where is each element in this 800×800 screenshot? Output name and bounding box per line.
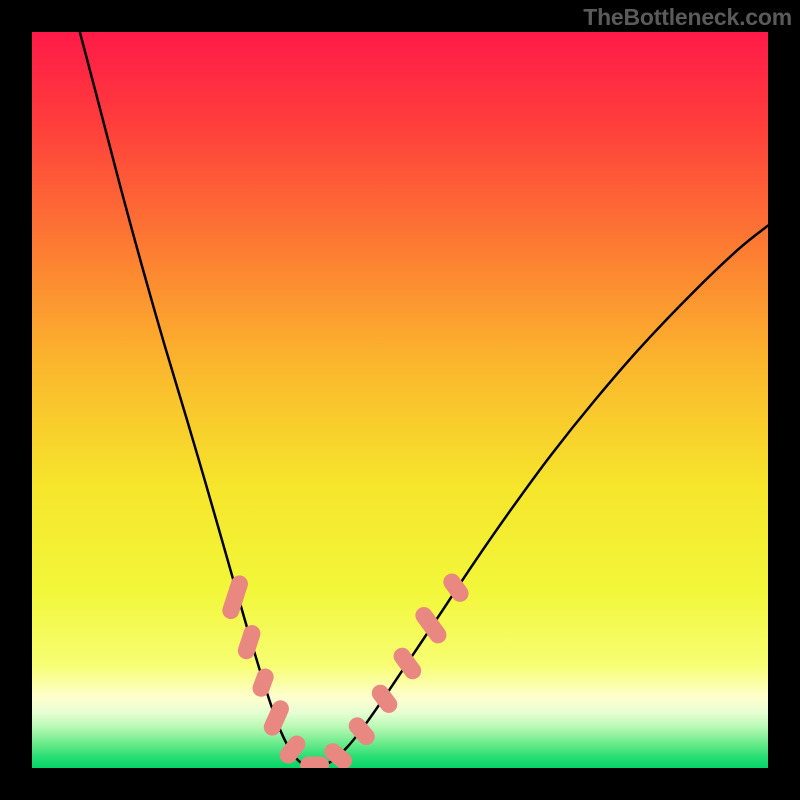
chart-svg bbox=[0, 0, 800, 800]
chart-canvas: TheBottleneck.com bbox=[0, 0, 800, 800]
watermark-text: TheBottleneck.com bbox=[583, 4, 792, 31]
